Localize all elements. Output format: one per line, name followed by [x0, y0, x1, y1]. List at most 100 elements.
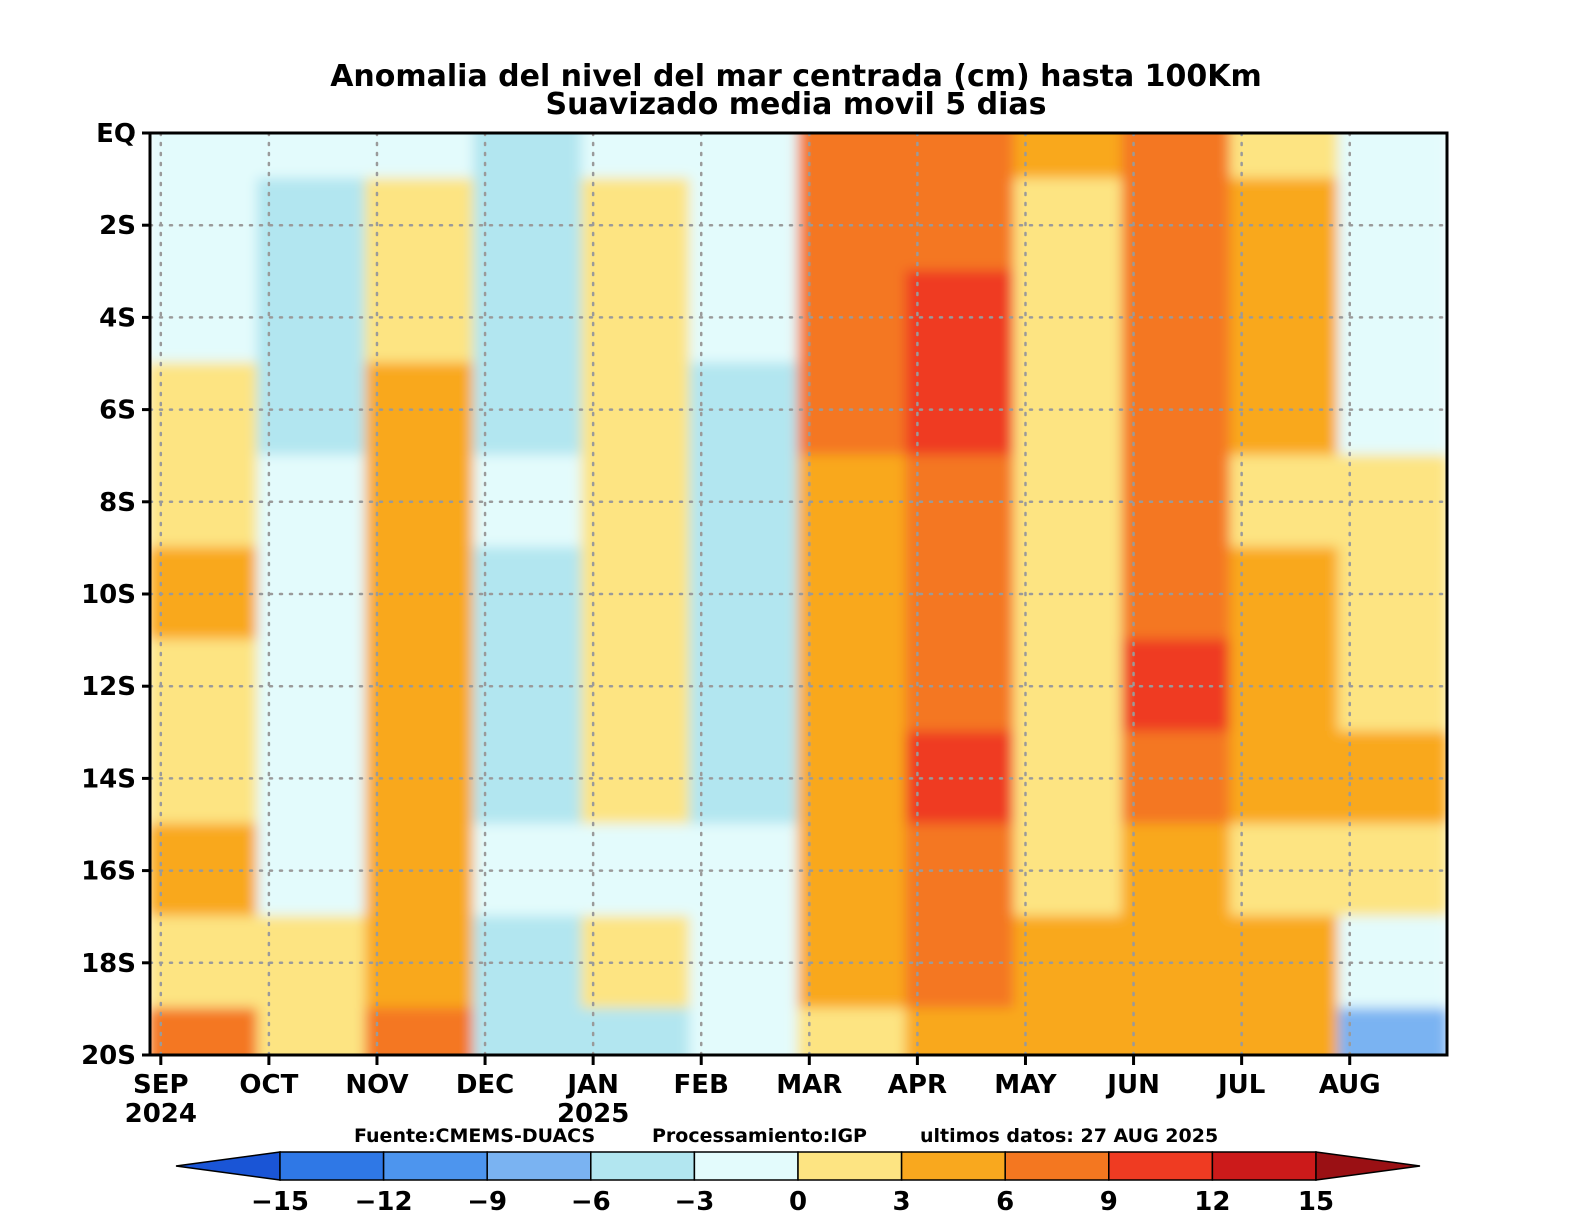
y-tick-label: 10S	[81, 580, 136, 610]
colorbar-level-label: 9	[1100, 1187, 1118, 1217]
anomaly-cell	[1229, 639, 1340, 734]
colorbar-level-label: 15	[1298, 1187, 1334, 1217]
colorbar-max-arrow	[1315, 1151, 1421, 1181]
processing-label: Processamiento:IGP	[652, 1125, 867, 1147]
anomaly-cell	[1121, 362, 1232, 457]
anomaly-cell	[905, 133, 1016, 181]
x-tick-label: OCT	[239, 1070, 298, 1100]
anomaly-cell	[905, 1007, 1016, 1055]
anomaly-cell	[1121, 454, 1232, 549]
anomaly-cell	[473, 133, 584, 181]
colorbar-level-label: 6	[996, 1187, 1014, 1217]
anomaly-cell	[1229, 178, 1340, 273]
anomaly-cell	[581, 546, 692, 642]
x-tick-label: NOV	[345, 1070, 408, 1100]
y-tick-label: 12S	[81, 672, 136, 702]
colorbar-level-label: 12	[1194, 1187, 1230, 1217]
anomaly-cell	[1229, 362, 1340, 457]
anomaly-cell	[1013, 133, 1124, 181]
colorbar-level-label: 0	[789, 1187, 807, 1217]
x-year-label: 2024	[125, 1099, 197, 1129]
anomaly-cell	[689, 1007, 800, 1055]
x-tick-label: DEC	[456, 1070, 514, 1100]
colorbar-segment	[900, 1151, 1006, 1181]
anomaly-cell	[1121, 823, 1232, 918]
anomaly-cell	[1229, 454, 1340, 549]
anomaly-cell	[581, 270, 692, 365]
x-tick-label: AUG	[1319, 1070, 1381, 1100]
colorbar-segment	[693, 1151, 799, 1181]
last-data-label: ultimos datos: 27 AUG 2025	[920, 1125, 1218, 1147]
x-axis: SEP OCT NOV DEC JAN FEB MAR APR MAY JUN JUL AUG 2024…	[125, 1055, 1381, 1129]
anomaly-cell	[1121, 133, 1232, 181]
colorbar-segment	[797, 1151, 903, 1181]
x-tick-label: JUL	[1216, 1070, 1265, 1100]
colorbar-segment	[486, 1151, 592, 1181]
anomaly-cell	[1121, 639, 1232, 734]
x-tick-label: FEB	[674, 1070, 729, 1100]
anomaly-cell	[581, 823, 692, 918]
colorbar-level-label: 3	[893, 1187, 911, 1217]
anomaly-cell	[1229, 731, 1340, 826]
anomaly-cell	[1121, 270, 1232, 365]
source-label: Fuente:CMEMS-DUACS	[354, 1125, 595, 1147]
chart-subtitle: Suavizado media movil 5 dias	[546, 87, 1047, 122]
grid-lines	[148, 131, 1449, 1057]
anomaly-cell	[1229, 546, 1340, 642]
anomaly-cell	[1337, 1007, 1447, 1055]
x-tick-label: JUN	[1105, 1070, 1160, 1100]
anomaly-cell	[581, 639, 692, 734]
colorbar-level-label: −3	[674, 1187, 714, 1217]
colorbar-segment	[1004, 1151, 1110, 1181]
colorbar-min-arrow	[175, 1151, 281, 1181]
anomaly-cell	[1229, 1007, 1340, 1055]
x-tick-label: APR	[888, 1070, 947, 1100]
anomaly-cell	[1229, 133, 1340, 181]
anomaly-cell	[1121, 731, 1232, 826]
anomaly-cell	[1337, 133, 1447, 181]
y-axis: EQ 2S 4S 6S 8S 10S 12S 14S 16S 18S 20S	[81, 119, 150, 1071]
y-tick-label: 18S	[81, 949, 136, 979]
anomaly-cell	[581, 133, 692, 181]
anomaly-cell	[581, 454, 692, 549]
colorbar-level-label: −12	[355, 1187, 413, 1217]
colorbar-level-label: −15	[251, 1187, 309, 1217]
anomaly-cell	[1121, 915, 1232, 1010]
anomaly-cell	[797, 1007, 908, 1055]
x-tick-label: MAY	[994, 1070, 1058, 1100]
anomaly-cell	[581, 1007, 692, 1055]
anomaly-cell	[257, 1007, 368, 1055]
y-tick-label: 8S	[99, 488, 136, 518]
colorbar-segment	[279, 1151, 385, 1181]
x-tick-label: MAR	[776, 1070, 842, 1100]
anomaly-cell	[581, 915, 692, 1010]
anomaly-cell	[581, 178, 692, 273]
anomaly-cell	[1121, 178, 1232, 273]
anomaly-cell	[473, 1007, 584, 1055]
y-tick-label: 14S	[81, 764, 136, 794]
colorbar-segment	[590, 1151, 696, 1181]
x-tick-label: SEP	[133, 1070, 189, 1100]
y-tick-label: 20S	[81, 1041, 136, 1071]
anomaly-cell	[1013, 1007, 1124, 1055]
y-tick-label: 4S	[99, 303, 136, 333]
x-year-label: 2025	[557, 1099, 629, 1129]
anomaly-cell	[581, 731, 692, 826]
colorbar: −15 −12 −9 −6 −3 0 3 6 9 12 15	[175, 1151, 1421, 1217]
colorbar-segment	[1108, 1151, 1214, 1181]
chart-title: Anomalia del nivel del mar centrada (cm)…	[330, 59, 1262, 94]
anomaly-cell	[150, 133, 260, 181]
anomaly-cell	[150, 1007, 260, 1055]
colorbar-level-label: −6	[571, 1187, 611, 1217]
colorbar-segment	[382, 1151, 488, 1181]
anomaly-cell	[1121, 1007, 1232, 1055]
anomaly-cell	[1229, 823, 1340, 918]
anomaly-cell	[1229, 915, 1340, 1010]
anomaly-cell	[689, 133, 800, 181]
anomaly-cell	[365, 1007, 476, 1055]
colorbar-segment	[1211, 1151, 1317, 1181]
y-tick-label: 6S	[99, 396, 136, 426]
x-tick-label: JAN	[565, 1070, 619, 1100]
anomaly-cell	[257, 133, 368, 181]
